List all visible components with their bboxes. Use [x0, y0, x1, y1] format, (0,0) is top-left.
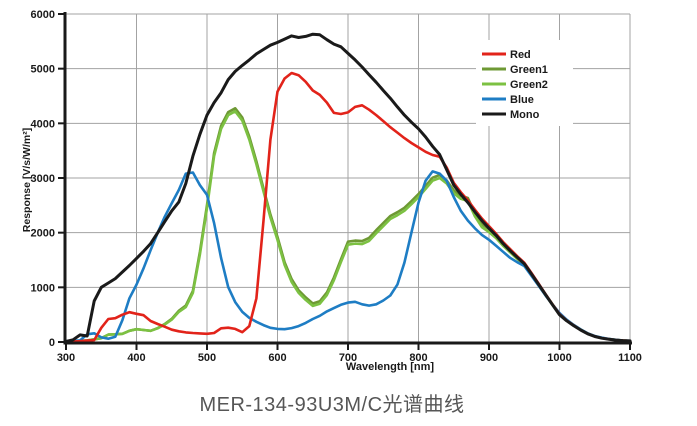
legend: Red Green1 Green2 Blue Mono [476, 40, 573, 126]
legend-item-red: Red [482, 49, 531, 61]
legend-label-green2: Green2 [510, 79, 548, 91]
x-tick-label-1000: 1000 [547, 352, 571, 364]
axes [58, 12, 632, 350]
series-lines [64, 32, 632, 343]
x-tick-label-700: 700 [339, 352, 357, 364]
x-tick-label-800: 800 [409, 352, 427, 364]
series-line-mono [64, 32, 632, 343]
y-tick-label-6000: 6000 [31, 9, 55, 21]
y-tick-label-0: 0 [49, 337, 55, 349]
y-tick-label-5000: 5000 [31, 64, 55, 76]
legend-item-mono: Mono [482, 109, 540, 121]
x-tick-label-300: 300 [57, 352, 75, 364]
y-tick-label-1000: 1000 [31, 282, 55, 294]
legend-label-mono: Mono [510, 109, 540, 121]
x-tick-label-900: 900 [480, 352, 498, 364]
legend-item-blue: Blue [482, 94, 534, 106]
x-axis-title: Wavelength [nm] [346, 361, 435, 373]
x-tick-label-400: 400 [127, 352, 145, 364]
tick-labels: 0 1000 2000 3000 4000 5000 6000 300 400 500 600 700… [31, 9, 642, 364]
legend-item-green2: Green2 [482, 79, 548, 91]
y-tick-label-4000: 4000 [31, 118, 55, 130]
y-tick-label-3000: 3000 [31, 173, 55, 185]
legend-label-red: Red [510, 49, 531, 61]
chart-caption: MER-134-93U3M/C光谱曲线 [199, 394, 465, 416]
x-tick-label-600: 600 [268, 352, 286, 364]
y-tick-label-2000: 2000 [31, 228, 55, 240]
x-tick-label-1100: 1100 [618, 352, 642, 364]
y-axis-title: Response [V/s/W/m²] [21, 128, 33, 232]
legend-label-blue: Blue [510, 94, 534, 106]
legend-label-green1: Green1 [510, 64, 548, 76]
legend-item-green1: Green1 [482, 64, 548, 76]
x-tick-label-500: 500 [198, 352, 216, 364]
